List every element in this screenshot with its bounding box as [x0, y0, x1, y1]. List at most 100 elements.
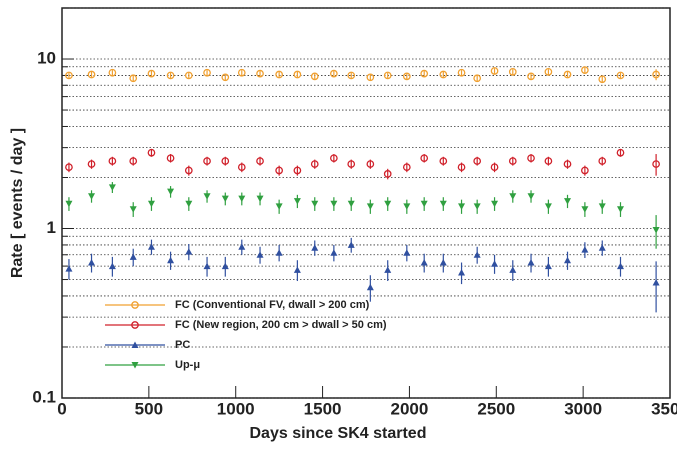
- marker: [203, 193, 211, 200]
- marker: [473, 74, 482, 83]
- y-tick-label: 1: [47, 218, 56, 237]
- marker: [108, 184, 116, 191]
- marker: [544, 262, 552, 270]
- marker: [65, 265, 73, 272]
- marker: [439, 70, 448, 79]
- marker: [616, 71, 625, 80]
- marker: [221, 195, 229, 203]
- marker: [311, 200, 319, 208]
- marker: [238, 243, 246, 250]
- marker: [420, 69, 429, 78]
- marker: [108, 157, 117, 165]
- marker: [347, 160, 356, 168]
- marker: [131, 341, 139, 348]
- marker: [147, 69, 156, 78]
- marker: [65, 71, 73, 80]
- marker: [237, 68, 246, 77]
- marker: [563, 70, 572, 79]
- marker: [129, 74, 138, 83]
- marker: [473, 203, 481, 210]
- marker: [366, 73, 375, 82]
- marker: [275, 249, 283, 256]
- marker: [203, 157, 211, 165]
- marker: [544, 157, 553, 165]
- marker: [147, 148, 156, 157]
- marker: [403, 203, 411, 210]
- x-tick-label: 0: [57, 399, 66, 418]
- marker: [420, 259, 428, 266]
- marker: [581, 66, 589, 74]
- marker: [293, 70, 302, 79]
- marker: [458, 269, 466, 276]
- marker: [439, 200, 447, 208]
- marker: [652, 160, 660, 168]
- x-tick-label: 3000: [564, 399, 602, 418]
- legend-label: PC: [175, 339, 190, 351]
- marker: [458, 203, 466, 210]
- marker: [564, 198, 572, 205]
- marker: [87, 160, 96, 168]
- marker: [129, 206, 137, 213]
- marker: [439, 259, 447, 266]
- marker: [402, 163, 411, 172]
- marker: [403, 249, 411, 256]
- marker: [65, 200, 73, 208]
- marker: [384, 266, 392, 273]
- marker: [366, 203, 374, 210]
- marker: [509, 266, 517, 273]
- marker: [293, 198, 301, 205]
- marker: [310, 160, 319, 168]
- marker: [473, 157, 482, 165]
- marker: [402, 72, 411, 81]
- marker: [439, 157, 448, 165]
- marker: [185, 248, 193, 255]
- marker: [65, 163, 73, 172]
- marker: [544, 203, 552, 210]
- marker: [420, 154, 429, 163]
- marker: [473, 251, 481, 258]
- x-tick-label: 1500: [304, 399, 342, 418]
- marker: [108, 262, 116, 270]
- marker: [311, 244, 319, 251]
- legend-label: FC (New region, 200 cm > dwall > 50 cm): [175, 319, 387, 331]
- marker: [238, 195, 246, 203]
- marker: [87, 70, 96, 79]
- marker: [366, 283, 374, 291]
- marker: [598, 244, 606, 251]
- marker: [256, 157, 264, 165]
- marker: [129, 157, 138, 165]
- marker: [490, 163, 499, 172]
- marker: [527, 72, 535, 81]
- marker: [203, 262, 211, 270]
- marker: [347, 200, 355, 208]
- marker: [527, 193, 535, 200]
- marker: [310, 72, 319, 81]
- x-tick-label: 1000: [217, 399, 255, 418]
- marker: [508, 157, 517, 165]
- marker: [167, 256, 175, 264]
- x-tick-label: 3500: [651, 399, 677, 418]
- marker: [203, 68, 211, 77]
- x-axis-label: Days since SK4 started: [250, 425, 427, 442]
- marker: [330, 249, 338, 256]
- marker: [330, 69, 338, 78]
- marker: [509, 193, 517, 200]
- marker: [508, 68, 517, 76]
- marker: [256, 251, 264, 258]
- marker: [527, 154, 535, 163]
- marker: [131, 321, 139, 329]
- marker: [598, 157, 607, 165]
- marker: [581, 206, 589, 213]
- marker: [616, 206, 624, 213]
- marker: [256, 195, 264, 203]
- marker: [563, 160, 572, 168]
- marker: [652, 279, 660, 286]
- marker: [237, 163, 246, 172]
- marker: [184, 166, 193, 175]
- marker: [330, 200, 338, 208]
- marker: [581, 246, 589, 253]
- marker: [167, 188, 175, 196]
- x-tick-label: 2000: [391, 399, 429, 418]
- marker: [88, 193, 96, 200]
- x-tick-label: 500: [135, 399, 163, 418]
